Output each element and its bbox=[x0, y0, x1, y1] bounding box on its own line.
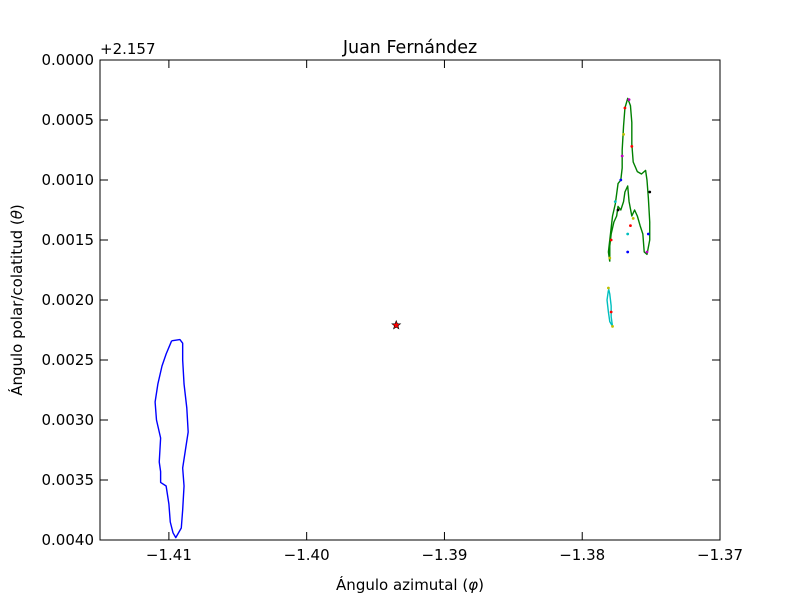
y-tick-label: 0.0030 bbox=[42, 411, 95, 429]
scatter-dot bbox=[607, 286, 610, 290]
scatter-dot bbox=[626, 232, 630, 236]
y-axis-label: Ángulo polar/colatitud (θ) bbox=[7, 204, 26, 396]
series-layer bbox=[154, 97, 652, 539]
scatter-dot bbox=[620, 154, 624, 158]
scatter-dot bbox=[630, 145, 634, 148]
scatter-dot bbox=[608, 256, 612, 260]
y-tick-label: 0.0005 bbox=[42, 111, 95, 129]
scatter-dot bbox=[631, 217, 635, 220]
ticks-layer: −1.41 −1.40 −1.39 −1.38 −1.37 0.0000 0.0005 0.0… bbox=[42, 51, 743, 564]
x-tick-label: −1.38 bbox=[559, 546, 605, 564]
scatter-dot bbox=[623, 106, 627, 110]
y-tick-label: 0.0040 bbox=[42, 531, 95, 549]
plot-area bbox=[100, 60, 720, 540]
y-tick-label: 0.0020 bbox=[42, 291, 95, 309]
scatter-dot bbox=[645, 250, 649, 254]
x-tick-label: −1.37 bbox=[697, 546, 743, 564]
scatter-dot bbox=[619, 178, 623, 182]
scatter-dot bbox=[627, 98, 631, 101]
scatter-dot bbox=[609, 238, 613, 242]
y-tick-label: 0.0010 bbox=[42, 171, 95, 189]
scatter-dot bbox=[622, 133, 625, 136]
scatter-dot bbox=[626, 250, 630, 254]
y-tick-label: 0.0000 bbox=[42, 51, 95, 69]
chart-title: Juan Fernández bbox=[342, 38, 477, 58]
y-tick-label: 0.0025 bbox=[42, 351, 95, 369]
plot-frame bbox=[99, 59, 721, 541]
scatter-dot bbox=[646, 232, 650, 236]
star-marker bbox=[391, 319, 402, 330]
scatter-dot bbox=[611, 325, 614, 328]
x-tick-label: −1.39 bbox=[421, 546, 467, 564]
x-tick-label: −1.40 bbox=[284, 546, 330, 564]
y-tick-label: 0.0015 bbox=[42, 231, 95, 249]
x-axis-label: Ángulo azimutal (φ) bbox=[336, 575, 484, 594]
scatter-dot bbox=[609, 310, 613, 314]
scatter-dot bbox=[648, 190, 652, 194]
scatter-dot bbox=[629, 224, 632, 228]
scatter-dot bbox=[613, 200, 617, 204]
scatter-dot bbox=[616, 208, 620, 212]
y-tick-label: 0.0035 bbox=[42, 471, 95, 489]
x-tick-label: −1.41 bbox=[146, 546, 192, 564]
y-offset-label: +2.157 bbox=[100, 40, 156, 58]
series-line-0 bbox=[154, 338, 189, 539]
